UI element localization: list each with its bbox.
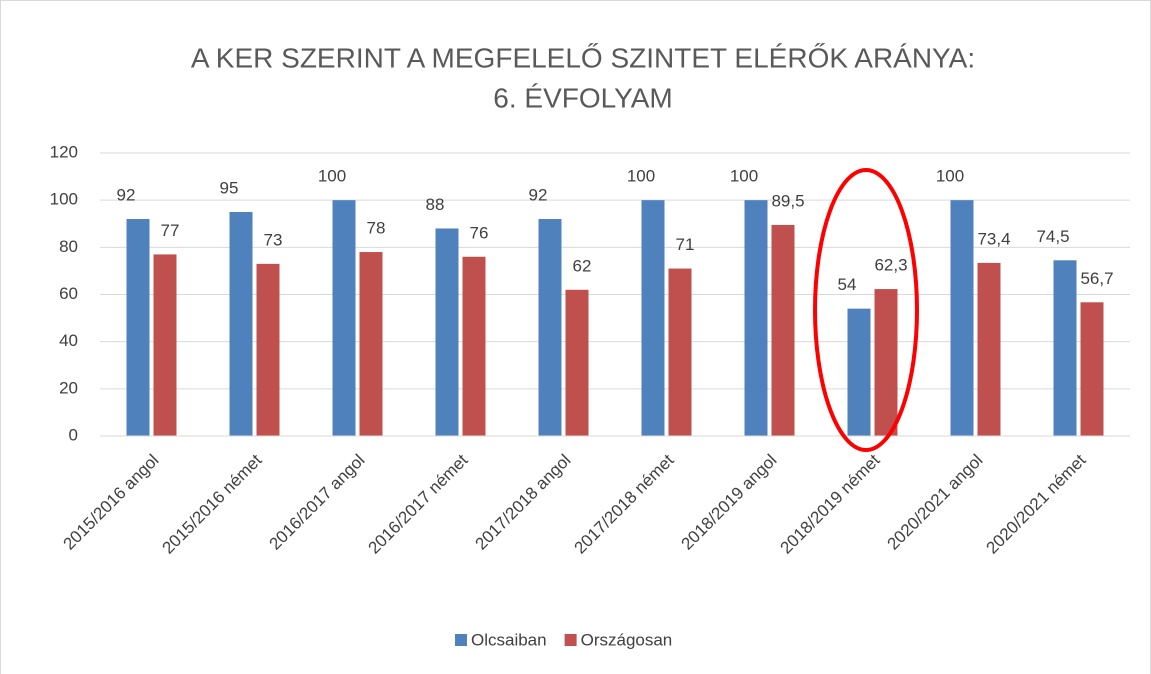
value-label: 89,5 (771, 191, 804, 210)
y-tick-label: 100 (50, 190, 78, 209)
value-label: 92 (117, 186, 136, 205)
bar (744, 200, 768, 436)
value-label: 62,3 (874, 256, 907, 275)
bar (950, 200, 974, 436)
bar (874, 289, 898, 436)
value-label: 62 (573, 256, 592, 275)
bar (153, 254, 177, 436)
value-label: 74,5 (1036, 227, 1069, 246)
bar (229, 211, 253, 436)
y-tick-label: 120 (50, 142, 78, 161)
legend-label: Országosan (581, 630, 673, 649)
value-label: 77 (161, 221, 180, 240)
bar (565, 289, 589, 436)
bar (847, 308, 871, 436)
value-label: 100 (730, 167, 758, 186)
bar (435, 228, 459, 436)
legend-swatch (455, 634, 467, 646)
bar (359, 252, 383, 436)
value-label: 100 (318, 167, 346, 186)
bar (256, 263, 280, 436)
y-tick-label: 40 (59, 331, 78, 350)
value-label: 100 (627, 167, 655, 186)
bar (641, 200, 665, 436)
bar (462, 256, 486, 436)
value-label: 56,7 (1080, 269, 1113, 288)
y-tick-label: 20 (59, 378, 78, 397)
bar (538, 219, 562, 436)
y-tick-label: 0 (69, 425, 78, 444)
value-label: 78 (367, 219, 386, 238)
bar (1080, 302, 1104, 436)
bar (668, 268, 692, 436)
chart-title: 6. ÉVFOLYAM (493, 82, 672, 113)
chart-title: A KER SZERINT A MEGFELELŐ SZINTET ELÉRŐK… (191, 42, 975, 73)
y-tick-label: 80 (59, 237, 78, 256)
legend-label: Olcsaiban (471, 630, 547, 649)
highlight-ellipse (813, 168, 919, 452)
bar (771, 224, 795, 436)
bar (126, 219, 150, 436)
y-tick-label: 60 (59, 284, 78, 303)
value-label: 73 (264, 230, 283, 249)
value-label: 54 (838, 275, 857, 294)
bar (1053, 260, 1077, 436)
value-label: 92 (529, 186, 548, 205)
value-label: 95 (220, 178, 239, 197)
value-label: 76 (470, 223, 489, 242)
value-label: 88 (426, 195, 445, 214)
value-label: 73,4 (977, 229, 1010, 248)
legend-swatch (564, 634, 577, 646)
bar (977, 262, 1001, 436)
value-label: 71 (676, 235, 695, 254)
value-label: 100 (936, 167, 964, 186)
bar (332, 200, 356, 436)
